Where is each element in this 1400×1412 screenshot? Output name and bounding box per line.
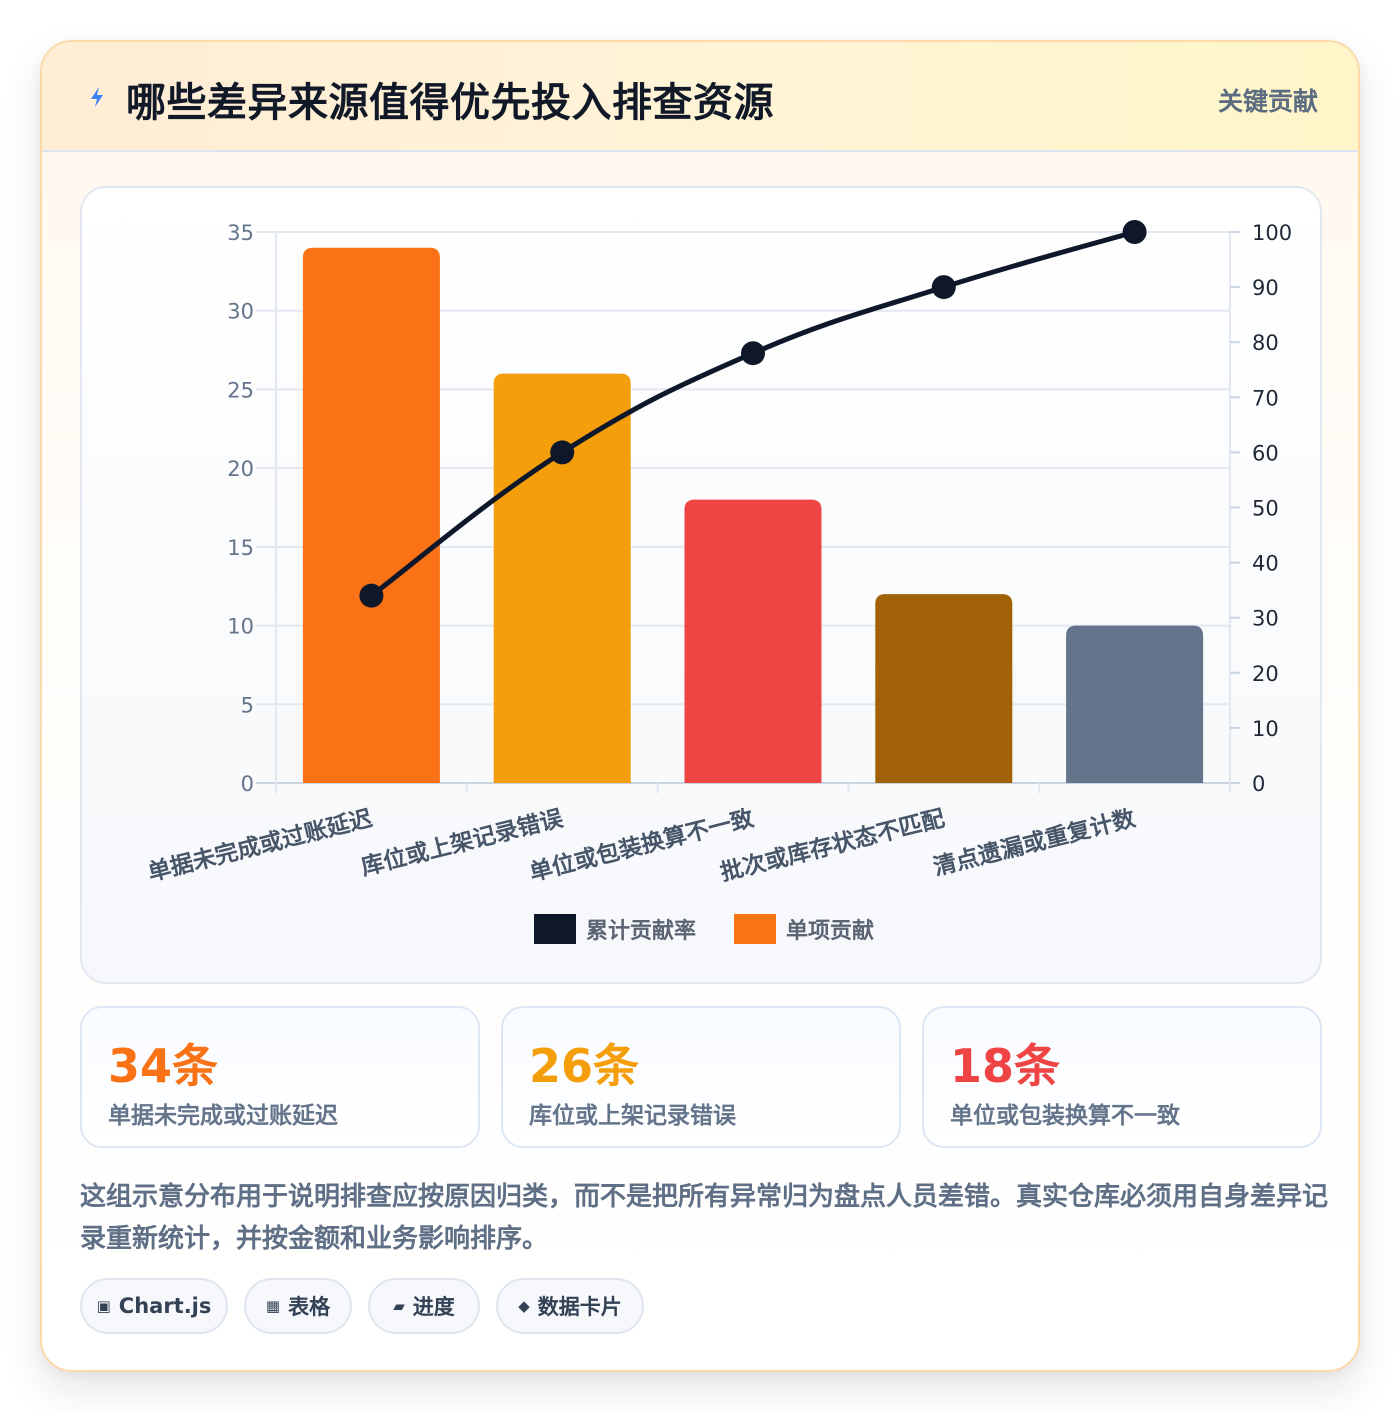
legend-swatch-2 xyxy=(734,914,776,944)
y-left-tick-label: 10 xyxy=(227,615,254,639)
cumulative-point-3[interactable] xyxy=(741,341,765,366)
y-right-tick-label: 50 xyxy=(1252,497,1279,521)
y-right-tick-label: 60 xyxy=(1252,441,1279,465)
y-left-tick-label: 25 xyxy=(227,378,254,402)
y-left-tick-label: 30 xyxy=(227,300,254,324)
x-category-label: 单据未完成或过账延迟 xyxy=(145,805,375,887)
tag-progress[interactable]: ▰ 进度 xyxy=(368,1278,480,1334)
y-right-tick-label: 80 xyxy=(1252,331,1279,355)
cumulative-point-4[interactable] xyxy=(931,275,956,300)
y-left-tick-label: 15 xyxy=(227,536,254,560)
y-right-tick-label: 90 xyxy=(1252,276,1279,300)
stat-value: 18条 xyxy=(950,1039,1061,1093)
legend-label-2[interactable]: 单项贡献 xyxy=(786,918,874,944)
stat-label: 单位或包装换算不一致 xyxy=(950,1103,1180,1129)
y-right-tick-label: 20 xyxy=(1252,662,1279,686)
bar-5[interactable] xyxy=(1066,625,1204,783)
x-category-label: 清点遗漏或重复计数 xyxy=(931,805,1139,881)
pareto-chart: 0 5 10 15 20 25 30 35 0 10 20 30 40 50 60 70 80 90 100 单据未完… xyxy=(145,220,1292,944)
chart-panel: 0 5 10 15 20 25 30 35 0 10 20 30 40 50 60 70 80 90 100 单据未完… xyxy=(80,186,1322,984)
tag-label: Chart.js xyxy=(118,1294,212,1318)
chart-card: 哪些差异来源值得优先投入排查资源 关键贡献 0 5 10 15 20 25 30 35 0 10 2… xyxy=(40,40,1360,1372)
header-badge: 关键贡献 xyxy=(1217,87,1318,116)
explanation-note: 这组示意分布用于说明排查应按原因归类，而不是把所有异常归为盘点人员差错。真实仓库… xyxy=(80,1182,1329,1254)
progress-icon: ▰ xyxy=(393,1297,405,1315)
diamond-icon: ◆ xyxy=(518,1297,530,1315)
stat-card-3: 18条 单位或包装换算不一致 xyxy=(922,1006,1322,1148)
stat-label: 库位或上架记录错误 xyxy=(529,1103,736,1129)
stat-value: 34条 xyxy=(108,1039,219,1093)
bar-1[interactable] xyxy=(302,247,440,783)
bar-2[interactable] xyxy=(493,373,631,783)
y-left-tick-label: 20 xyxy=(227,457,254,481)
y-right-tick-label: 10 xyxy=(1252,717,1279,741)
tag-label: 数据卡片 xyxy=(537,1295,622,1319)
bar-3[interactable] xyxy=(684,499,822,783)
y-right-tick-label: 70 xyxy=(1252,386,1279,410)
y-right-tick-label: 30 xyxy=(1252,607,1279,631)
y-right-tick-label: 0 xyxy=(1252,772,1265,796)
cumulative-point-2[interactable] xyxy=(550,440,575,465)
tag-label: 进度 xyxy=(412,1295,455,1319)
y-left-tick-label: 0 xyxy=(241,772,254,796)
tag-data-card[interactable]: ◆ 数据卡片 xyxy=(496,1278,644,1334)
y-left-tick-label: 5 xyxy=(241,693,254,717)
tag-table[interactable]: ▦ 表格 xyxy=(244,1278,352,1334)
legend-label-1[interactable]: 累计贡献率 xyxy=(586,918,696,944)
tag-label: 表格 xyxy=(288,1295,331,1319)
table-icon: ▦ xyxy=(265,1297,281,1315)
bar-4[interactable] xyxy=(875,594,1013,783)
legend-swatch-1 xyxy=(534,914,576,944)
stat-value: 26条 xyxy=(529,1039,640,1093)
chart-icon: ▣ xyxy=(96,1297,111,1315)
y-right-tick-label: 100 xyxy=(1252,221,1292,245)
cumulative-point-5[interactable] xyxy=(1122,220,1147,244)
stat-card-2: 26条 库位或上架记录错误 xyxy=(501,1006,901,1148)
y-left-tick-label: 35 xyxy=(227,221,254,245)
card-header: 哪些差异来源值得优先投入排查资源 关键贡献 xyxy=(42,42,1358,152)
stat-card-1: 34条 单据未完成或过账延迟 xyxy=(80,1006,480,1148)
cumulative-point-1[interactable] xyxy=(359,583,384,608)
stat-label: 单据未完成或过账延迟 xyxy=(108,1103,338,1129)
card-title: 哪些差异来源值得优先投入排查资源 xyxy=(126,80,774,126)
lightning-icon xyxy=(91,87,103,107)
tag-chartjs[interactable]: ▣ Chart.js xyxy=(80,1278,228,1334)
y-right-tick-label: 40 xyxy=(1252,552,1279,576)
